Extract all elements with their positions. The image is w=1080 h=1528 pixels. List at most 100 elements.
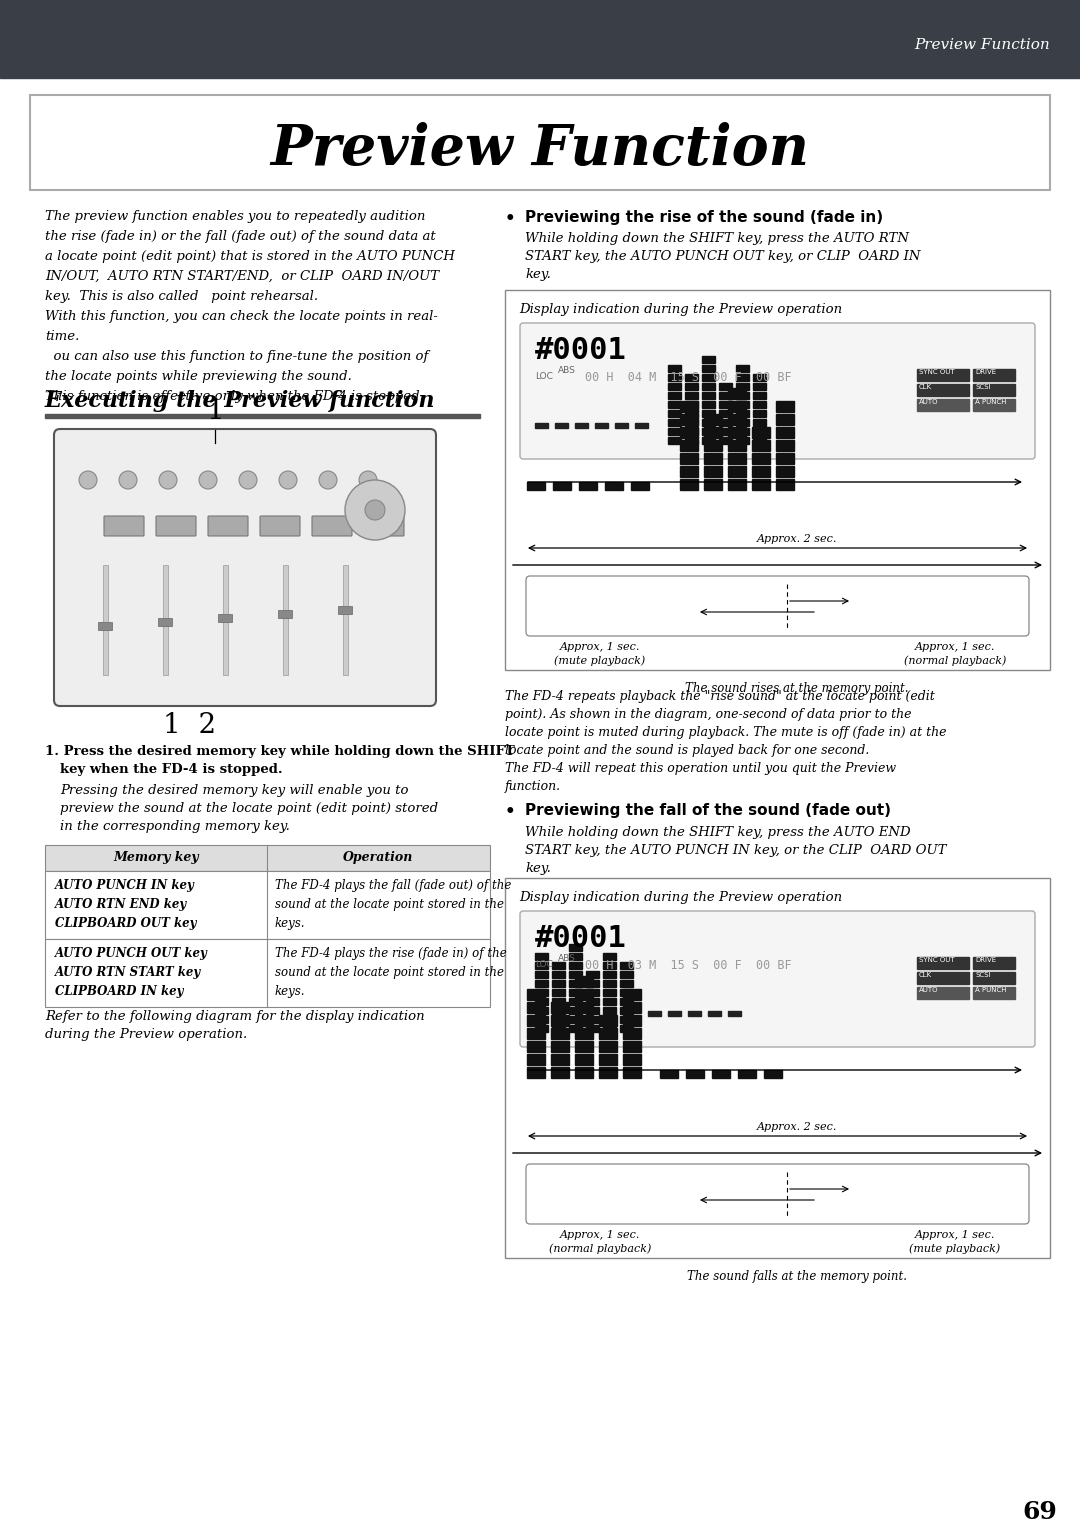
Text: #0001: #0001 xyxy=(535,924,626,953)
Bar xyxy=(623,1041,642,1051)
Text: START key, the AUTO PUNCH IN key, or the CLIP  OARD OUT: START key, the AUTO PUNCH IN key, or the… xyxy=(525,843,946,857)
Text: The FD-4 plays the rise (fade in) of the
sound at the locate point stored in the: The FD-4 plays the rise (fade in) of the… xyxy=(275,947,507,998)
Bar xyxy=(702,410,715,417)
Text: This function is effective only when the FD-4 is stopped.: This function is effective only when the… xyxy=(45,390,423,403)
Bar xyxy=(719,428,732,435)
Bar xyxy=(753,428,766,435)
Bar xyxy=(575,1054,593,1065)
Bar xyxy=(527,989,545,999)
Text: 69: 69 xyxy=(1023,1500,1057,1523)
Bar xyxy=(605,481,623,490)
Bar xyxy=(603,998,616,1005)
Bar xyxy=(669,428,681,435)
Bar xyxy=(777,452,794,465)
Bar xyxy=(218,614,232,622)
Bar xyxy=(728,400,746,413)
Bar xyxy=(158,617,172,626)
Bar xyxy=(551,1028,569,1039)
Bar xyxy=(599,1041,617,1051)
Circle shape xyxy=(345,480,405,539)
Text: Memory key: Memory key xyxy=(113,851,199,865)
Bar xyxy=(702,428,715,435)
Bar xyxy=(728,466,746,477)
Bar xyxy=(685,410,698,417)
Bar xyxy=(735,365,750,371)
Text: point). As shown in the diagram, one-second of data prior to the: point). As shown in the diagram, one-sec… xyxy=(505,707,912,721)
Bar xyxy=(702,419,715,426)
Bar xyxy=(527,1015,545,1025)
Bar xyxy=(569,963,582,969)
Bar xyxy=(527,1067,545,1077)
Bar xyxy=(620,963,633,969)
Bar xyxy=(569,989,582,996)
Bar xyxy=(685,400,698,408)
Bar xyxy=(575,423,588,428)
Text: Display indication during the Preview operation: Display indication during the Preview op… xyxy=(519,303,842,316)
Bar xyxy=(552,970,565,978)
Bar xyxy=(764,1070,782,1077)
Bar xyxy=(552,1025,565,1031)
Bar xyxy=(45,845,490,871)
Bar xyxy=(680,426,698,439)
Bar xyxy=(569,953,582,960)
Text: SYNC OUT: SYNC OUT xyxy=(919,957,955,963)
Bar xyxy=(552,989,565,996)
Bar xyxy=(535,1025,548,1031)
FancyBboxPatch shape xyxy=(156,516,195,536)
Bar xyxy=(527,1028,545,1039)
Bar xyxy=(752,466,770,477)
Bar xyxy=(552,1016,565,1024)
Bar xyxy=(635,423,648,428)
Text: The FD-4 plays the fall (fade out) of the
sound at the locate point stored in th: The FD-4 plays the fall (fade out) of th… xyxy=(275,879,511,931)
Bar xyxy=(575,989,593,999)
Bar xyxy=(575,1015,593,1025)
Bar xyxy=(631,481,649,490)
Bar xyxy=(553,481,571,490)
Text: •: • xyxy=(505,209,522,228)
Text: in the corresponding memory key.: in the corresponding memory key. xyxy=(60,821,289,833)
Bar xyxy=(753,410,766,417)
Bar xyxy=(535,963,548,969)
FancyBboxPatch shape xyxy=(312,516,352,536)
Bar xyxy=(45,940,490,1007)
Bar xyxy=(535,998,548,1005)
Bar xyxy=(685,374,698,380)
Bar xyxy=(669,1012,681,1016)
Bar xyxy=(575,1067,593,1077)
Bar xyxy=(527,1041,545,1051)
Bar xyxy=(753,374,766,380)
Bar xyxy=(917,987,969,999)
Text: •: • xyxy=(505,804,522,821)
Bar xyxy=(569,1025,582,1031)
Bar xyxy=(680,452,698,465)
Circle shape xyxy=(119,471,137,489)
Text: A PUNCH: A PUNCH xyxy=(975,987,1007,993)
Bar xyxy=(752,426,770,439)
Bar xyxy=(686,1070,704,1077)
Text: The FD-4 will repeat this operation until you quit the Preview: The FD-4 will repeat this operation unti… xyxy=(505,762,896,775)
Bar xyxy=(702,356,715,364)
Bar xyxy=(728,388,746,399)
FancyBboxPatch shape xyxy=(260,516,300,536)
Bar xyxy=(680,466,698,477)
Bar xyxy=(973,972,1015,984)
Bar xyxy=(623,1067,642,1077)
Circle shape xyxy=(239,471,257,489)
Text: CLK: CLK xyxy=(919,972,932,978)
Text: Operation: Operation xyxy=(342,851,414,865)
Bar xyxy=(702,374,715,380)
Bar xyxy=(685,437,698,445)
Bar xyxy=(669,400,681,408)
Bar xyxy=(704,414,723,425)
Bar xyxy=(728,1012,741,1016)
Bar xyxy=(680,440,698,451)
Text: ou can also use this function to fine-tune the position of: ou can also use this function to fine-tu… xyxy=(45,350,429,364)
Bar xyxy=(702,400,715,408)
Bar xyxy=(620,979,633,987)
Bar xyxy=(620,970,633,978)
Bar xyxy=(753,400,766,408)
Circle shape xyxy=(319,471,337,489)
Bar xyxy=(505,290,1050,669)
Bar xyxy=(704,452,723,465)
Bar xyxy=(603,1025,616,1031)
